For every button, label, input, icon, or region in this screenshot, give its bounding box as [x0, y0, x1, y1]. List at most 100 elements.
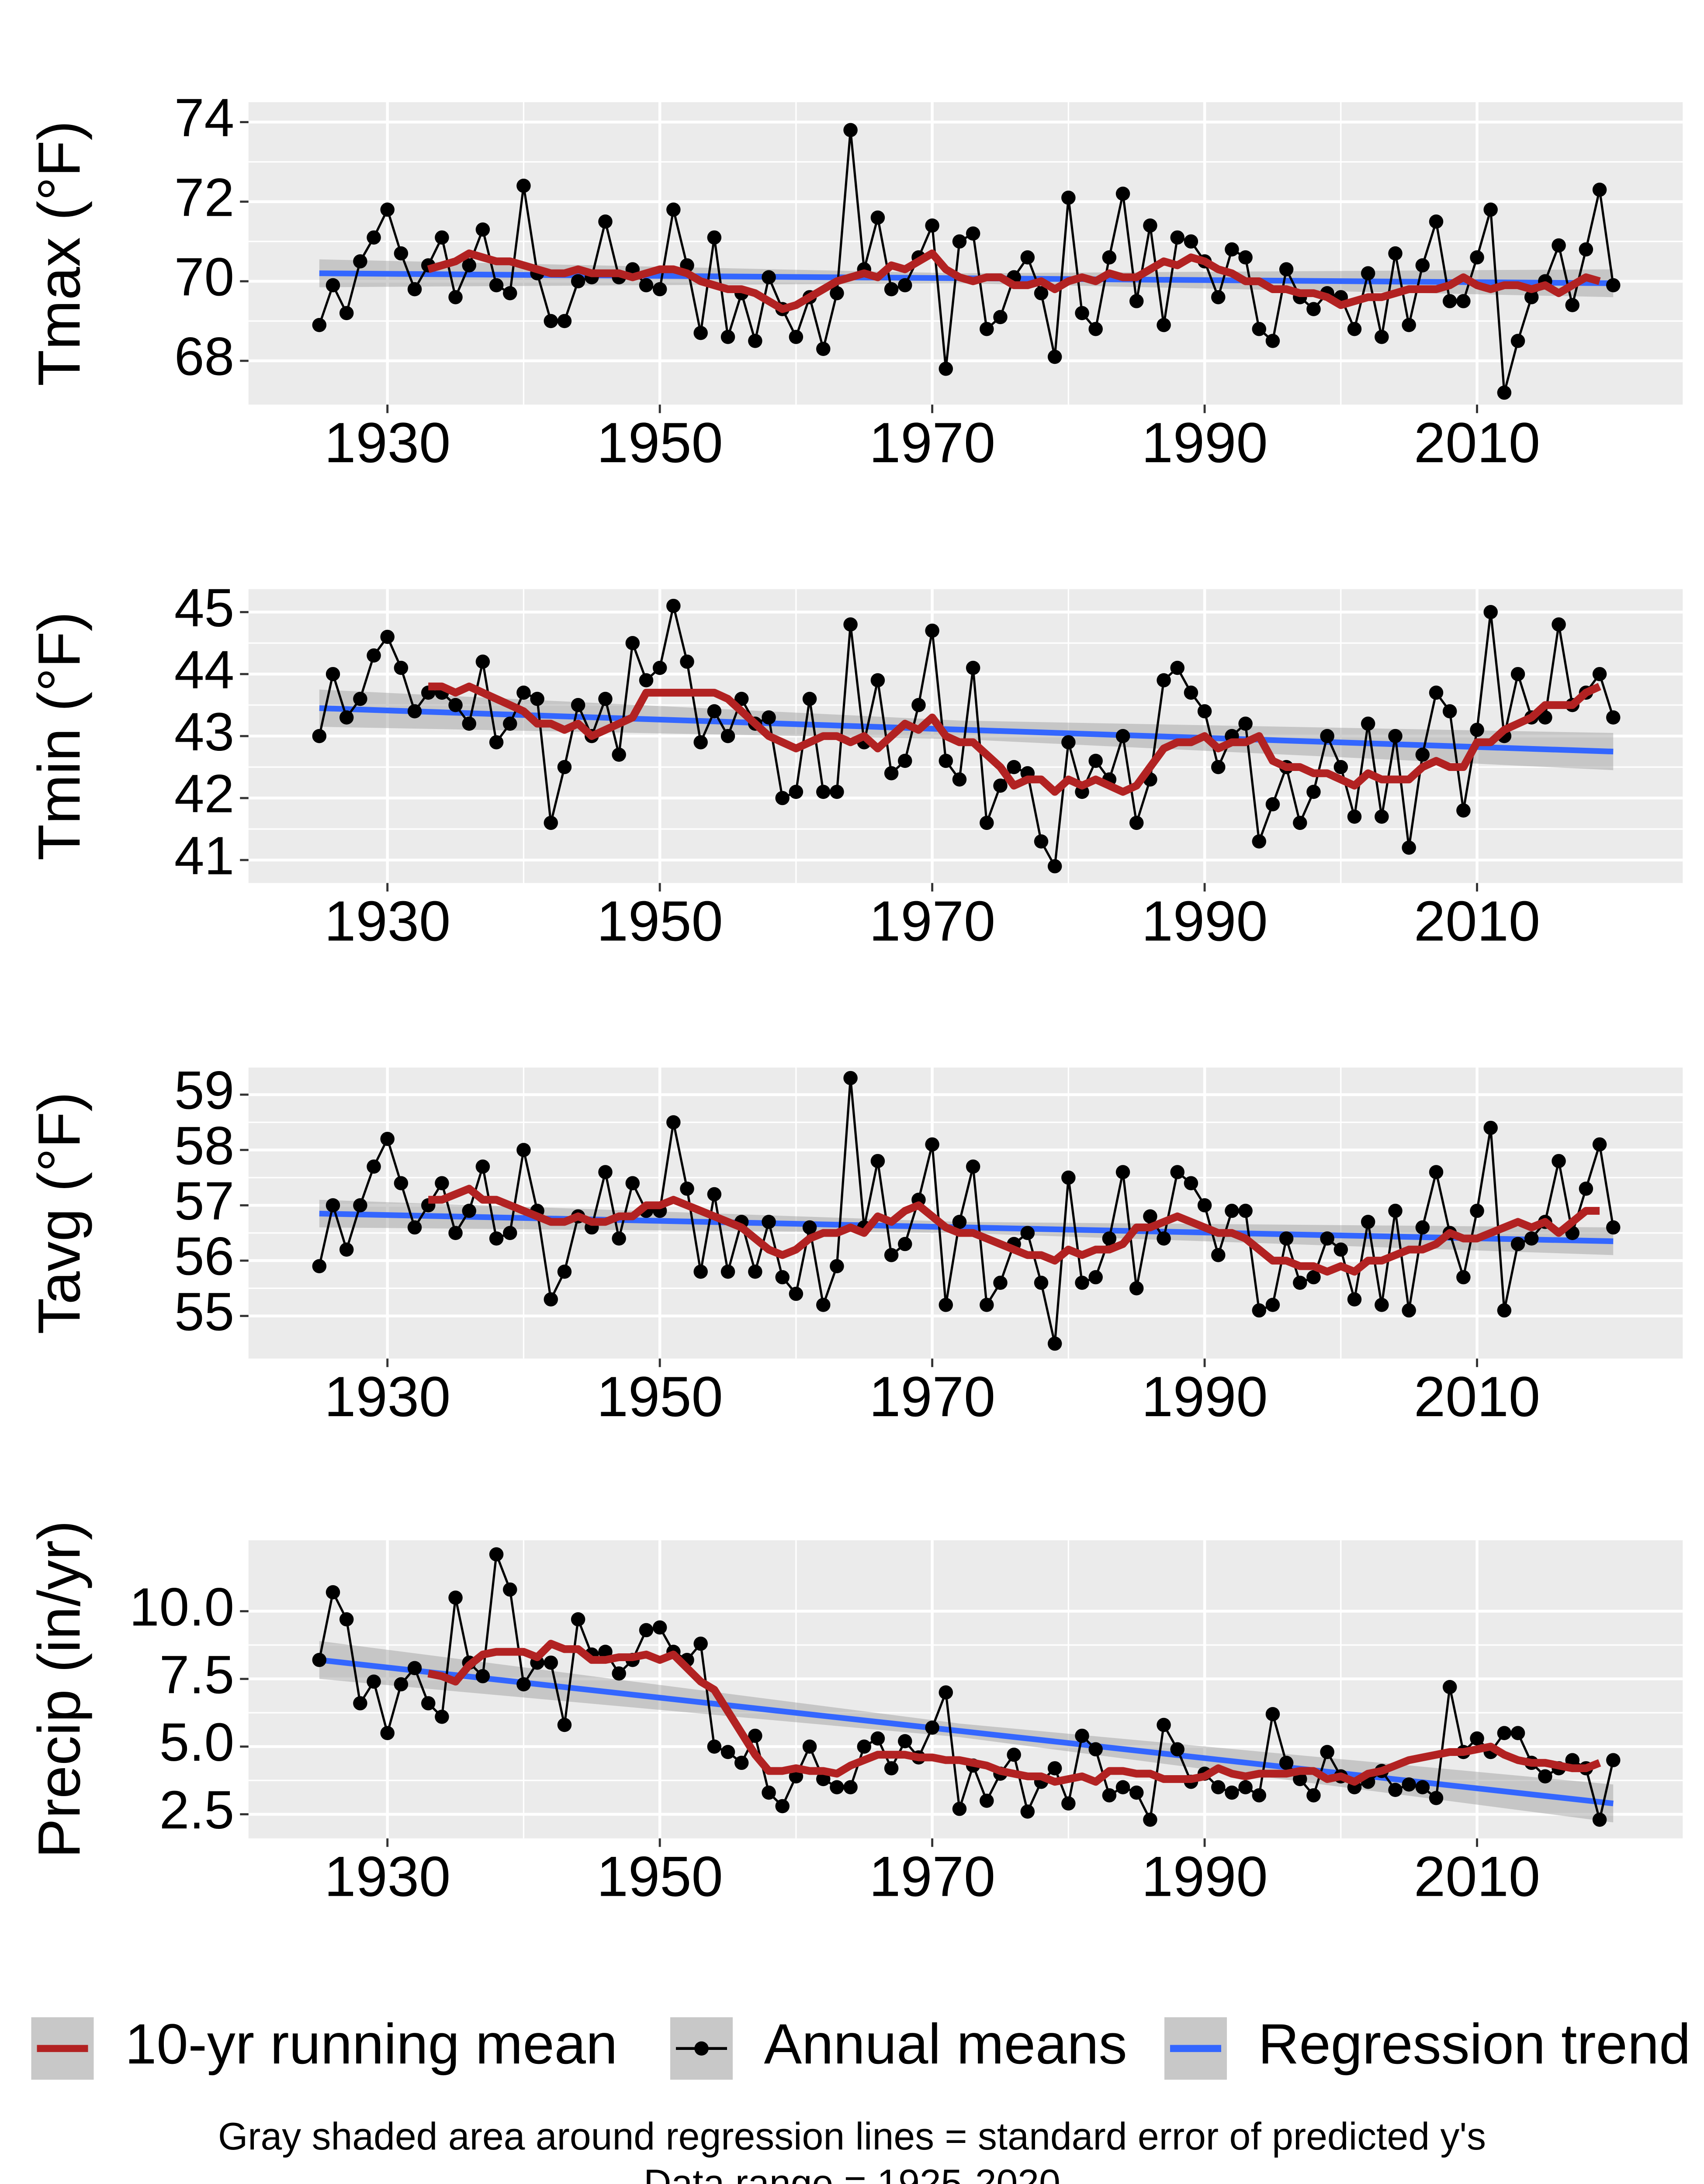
- annual-point: [843, 1071, 858, 1085]
- annual-point: [598, 1165, 613, 1179]
- annual-point: [1129, 1281, 1144, 1296]
- legend-label: 10-yr running mean: [125, 2012, 617, 2076]
- annual-point: [652, 660, 667, 675]
- annual-point: [1075, 1275, 1089, 1290]
- annual-point: [475, 1669, 490, 1683]
- x-tick-label: 2010: [1414, 1845, 1540, 1908]
- annual-point: [367, 648, 381, 663]
- annual-point: [1020, 1804, 1035, 1819]
- annual-point: [1238, 1780, 1253, 1794]
- annual-point: [1606, 1220, 1621, 1235]
- annual-point: [1047, 1761, 1062, 1776]
- x-tick-label: 1990: [1141, 889, 1268, 953]
- annual-point: [1538, 1769, 1552, 1784]
- annual-point: [312, 1259, 327, 1273]
- annual-point: [625, 1176, 640, 1190]
- annual-point: [1388, 246, 1403, 261]
- annual-point: [952, 1215, 967, 1229]
- annual-point: [1157, 1717, 1171, 1732]
- annual-point: [489, 735, 504, 750]
- annual-point: [380, 629, 395, 644]
- annual-point: [1157, 1231, 1171, 1246]
- annual-point: [1538, 710, 1552, 725]
- annual-point: [720, 330, 735, 344]
- annual-point: [720, 1265, 735, 1279]
- y-axis-title: Tmax (°F): [25, 121, 92, 386]
- annual-point: [1252, 834, 1267, 849]
- annual-point: [1442, 704, 1457, 719]
- annual-point: [666, 598, 681, 613]
- x-tick-label: 1970: [869, 889, 995, 953]
- annual-point: [1211, 760, 1226, 774]
- annual-point: [394, 1176, 409, 1190]
- annual-point: [1184, 234, 1198, 249]
- annual-point: [762, 1785, 776, 1800]
- annual-point: [1429, 1791, 1444, 1805]
- annual-point: [1102, 250, 1117, 265]
- annual-point: [1047, 859, 1062, 874]
- y-tick-label: 42: [174, 764, 234, 824]
- y-tick-label: 74: [174, 88, 234, 148]
- annual-point: [339, 306, 354, 321]
- annual-point: [843, 123, 858, 138]
- annual-point: [1470, 1731, 1484, 1746]
- annual-point: [1415, 1220, 1430, 1235]
- annual-point: [544, 314, 558, 328]
- annual-point: [1456, 1270, 1471, 1285]
- annual-point: [462, 1203, 476, 1218]
- annual-point: [1429, 214, 1444, 229]
- annual-point: [326, 1198, 340, 1213]
- annual-point: [571, 1612, 585, 1627]
- annual-point: [394, 1677, 409, 1692]
- annual-point: [312, 318, 327, 332]
- annual-point: [1402, 1303, 1416, 1318]
- annual-point: [1470, 722, 1484, 737]
- y-tick-label: 10.0: [129, 1577, 234, 1637]
- y-axis-title: Tavg (°F): [25, 1092, 92, 1334]
- annual-point: [544, 1655, 558, 1670]
- annual-point: [1088, 753, 1103, 768]
- caption: Gray shaded area around regression lines…: [218, 2115, 1486, 2158]
- annual-point: [1252, 1303, 1267, 1318]
- y-tick-label: 56: [174, 1227, 234, 1287]
- annual-point: [1102, 1231, 1117, 1246]
- annual-point: [980, 816, 994, 830]
- annual-point: [516, 685, 531, 700]
- annual-point: [503, 1582, 517, 1597]
- annual-point: [925, 623, 939, 638]
- annual-point: [598, 691, 613, 706]
- annual-point: [1592, 1137, 1607, 1152]
- annual-point: [639, 1623, 654, 1638]
- annual-point: [1361, 266, 1375, 280]
- annual-point: [530, 691, 544, 706]
- annual-point: [1088, 1742, 1103, 1757]
- annual-point: [870, 673, 885, 688]
- annual-point: [1279, 1231, 1294, 1246]
- annual-point: [1265, 1707, 1280, 1721]
- annual-point: [1129, 1785, 1144, 1800]
- annual-point: [1102, 1788, 1117, 1803]
- annual-point: [898, 753, 912, 768]
- annual-point: [1579, 1182, 1593, 1196]
- annual-point: [489, 1547, 504, 1562]
- annual-point: [353, 691, 367, 706]
- annual-point: [489, 278, 504, 293]
- annual-point: [925, 218, 939, 233]
- x-tick-label: 1930: [324, 1845, 450, 1908]
- annual-point: [312, 729, 327, 743]
- annual-point: [980, 1794, 994, 1808]
- annual-point: [884, 1248, 899, 1262]
- annual-point: [993, 778, 1008, 793]
- annual-point: [326, 1585, 340, 1600]
- annual-point: [448, 290, 463, 304]
- annual-point: [1347, 809, 1362, 824]
- annual-point: [516, 1677, 531, 1692]
- y-tick-label: 70: [174, 247, 234, 308]
- annual-point: [407, 1661, 422, 1676]
- annual-point: [1184, 685, 1198, 700]
- annual-point: [462, 716, 476, 731]
- annual-point: [448, 698, 463, 712]
- annual-point: [789, 1286, 804, 1301]
- y-tick-label: 2.5: [159, 1780, 235, 1840]
- legend-symbol: [694, 2041, 709, 2056]
